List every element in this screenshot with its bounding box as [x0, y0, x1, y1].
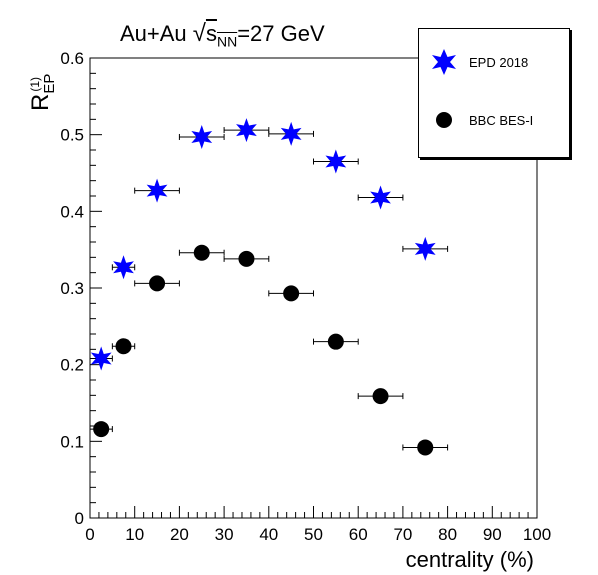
sqrt-symbol: √ — [192, 20, 206, 47]
epd-star-point — [280, 121, 302, 146]
title-sub: NN — [216, 33, 238, 50]
epd-star-point — [113, 255, 134, 280]
bbc-circle-point — [149, 275, 166, 292]
y-tick-label: 0.5 — [60, 126, 84, 145]
title-main: Au+Au — [120, 21, 193, 46]
x-tick-label: 100 — [523, 525, 551, 544]
y-tick-label: 0.3 — [60, 279, 84, 298]
legend-entry-bbc: BBC BES-I — [429, 105, 533, 135]
y-tick-label: 0.2 — [60, 356, 84, 375]
axes: 0 10 20 30 40 50 60 70 80 90 100 0 0.1 0.2 0.3 0.4 0.5 0.… — [60, 49, 551, 544]
legend: EPD 2018 BBC BES-I — [418, 28, 570, 158]
legend-label-epd: EPD 2018 — [469, 54, 529, 70]
data-marks — [89, 118, 449, 456]
x-tick-label: 50 — [304, 525, 323, 544]
epd-star-point — [414, 236, 436, 261]
epd-star-point — [236, 118, 257, 143]
x-tick-label: 70 — [393, 525, 412, 544]
epd-star-point — [90, 346, 112, 371]
x-tick-label: 30 — [215, 525, 234, 544]
epd-star-point — [325, 149, 347, 174]
ylabel-main: R — [27, 93, 54, 111]
title-sqrt-s: s — [205, 20, 217, 46]
epd-star-point — [191, 124, 213, 149]
epd-star-point — [370, 185, 391, 210]
ylabel-sub: EP — [40, 73, 58, 94]
y-tick-label: 0.1 — [60, 432, 84, 451]
chart-title: Au+Au √sNN=27 GeV — [120, 20, 410, 56]
x-tick-label: 20 — [170, 525, 189, 544]
x-tick-label: 10 — [125, 525, 144, 544]
legend-star-marker — [432, 49, 456, 75]
legend-entry-epd: EPD 2018 — [429, 47, 528, 77]
bbc-circle-point — [417, 439, 434, 456]
x-tick-label: 90 — [483, 525, 502, 544]
bbc-circle-point — [238, 250, 255, 267]
bbc-circle-point — [93, 421, 110, 438]
y-tick-label: 0 — [75, 509, 84, 528]
x-tick-label: 40 — [259, 525, 278, 544]
legend-circle-marker — [436, 112, 452, 128]
x-tick-label: 60 — [349, 525, 368, 544]
bbc-circle-point — [193, 244, 210, 261]
y-tick-label: 0.4 — [60, 202, 84, 221]
x-tick-label: 80 — [438, 525, 457, 544]
bbc-circle-point — [372, 388, 389, 405]
x-axis-label: centrality (%) — [405, 547, 534, 572]
epd-star-point — [146, 178, 168, 203]
ylabel-sup: (1) — [28, 76, 42, 92]
bbc-circle-point — [283, 285, 300, 302]
bbc-circle-point — [327, 333, 344, 350]
bbc-circle-point — [115, 338, 132, 355]
x-tick-label: 0 — [85, 525, 94, 544]
y-axis-label: REP(1) — [20, 52, 60, 112]
legend-label-bbc: BBC BES-I — [469, 112, 534, 128]
y-tick-label: 0.6 — [60, 49, 84, 68]
title-tail: =27 GeV — [237, 21, 325, 46]
